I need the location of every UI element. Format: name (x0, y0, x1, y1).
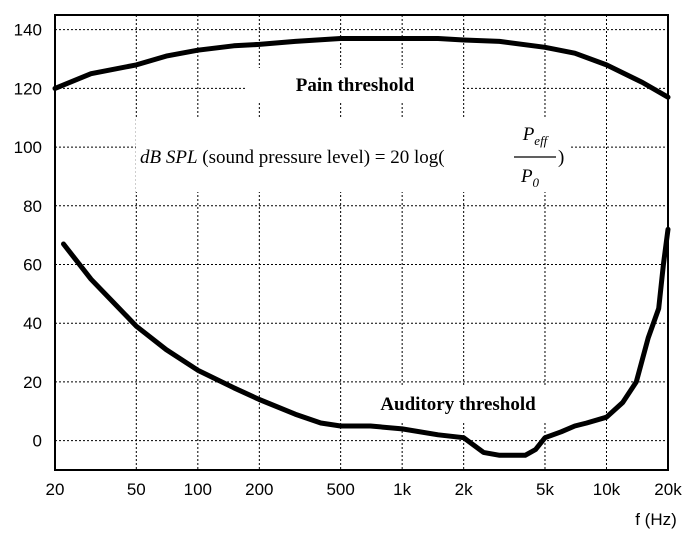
y-tick-label: 0 (33, 432, 42, 451)
formula: dB SPL (sound pressure level) = 20 log( … (140, 124, 564, 190)
x-tick-label: 10k (593, 480, 621, 499)
auditory-label-background (348, 387, 570, 421)
x-tick-labels: 20 50 100 200 500 1k 2k 5k 10k 20k (46, 480, 683, 499)
x-tick-label: 200 (245, 480, 273, 499)
formula-lhs: dB SPL (140, 147, 198, 168)
series-group (52, 36, 671, 458)
x-tick-label: 1k (393, 480, 411, 499)
formula-text: (sound pressure level) = 20 log( (198, 147, 445, 168)
x-tick-label: 50 (127, 480, 146, 499)
pain-threshold-line (52, 36, 671, 100)
plot-frame (54, 14, 669, 471)
y-tick-label: 120 (14, 79, 42, 98)
x-tick-label: 5k (536, 480, 554, 499)
formula-denominator: P0 (520, 166, 540, 190)
y-tick-label: 20 (23, 373, 42, 392)
y-tick-label: 100 (14, 138, 42, 157)
y-tick-label: 40 (23, 314, 42, 333)
y-tick-label: 80 (23, 197, 42, 216)
formula-background (136, 118, 570, 192)
formula-numerator: Peff (522, 124, 550, 148)
y-tick-labels: 0 20 40 60 80 100 120 140 (14, 21, 42, 451)
pain-threshold-label: Pain threshold (296, 75, 415, 96)
svg-text:dB SPL (sound pressure level): dB SPL (sound pressure level) = 20 log( (140, 147, 445, 168)
y-tick-label: 60 (23, 256, 42, 275)
x-axis-title: f (Hz) (635, 510, 677, 529)
pain-label-background (247, 68, 461, 102)
x-tick-label: 500 (326, 480, 354, 499)
formula-close: ) (558, 147, 564, 168)
auditory-threshold-label: Auditory threshold (380, 394, 536, 415)
label-backgrounds (136, 68, 570, 421)
y-tick-label: 140 (14, 21, 42, 40)
auditory-threshold-line (61, 226, 671, 458)
x-tick-label: 2k (455, 480, 473, 499)
x-tick-label: 20 (46, 480, 65, 499)
x-tick-label: 100 (184, 480, 212, 499)
x-tick-label: 20k (654, 480, 682, 499)
